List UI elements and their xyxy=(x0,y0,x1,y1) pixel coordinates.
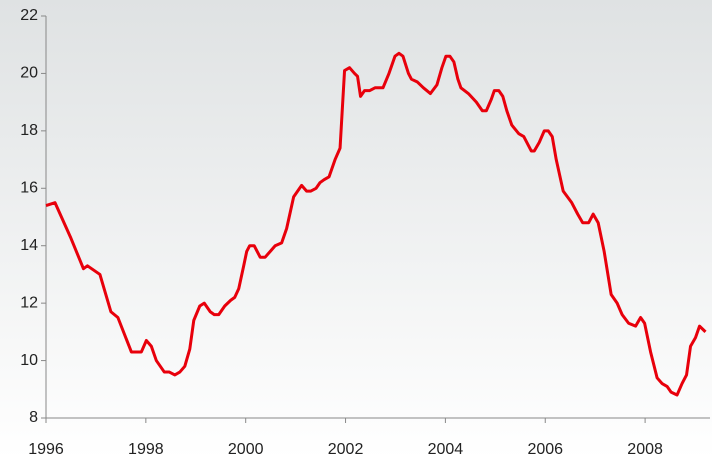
x-tick-label: 2006 xyxy=(527,441,563,458)
y-tick-label: 10 xyxy=(20,352,38,369)
line xyxy=(45,51,707,397)
y-tick-label: 14 xyxy=(20,237,38,254)
x-tick-label: 2002 xyxy=(328,441,364,458)
y-tick-label: 16 xyxy=(20,180,38,197)
x-tick-label: 1998 xyxy=(128,441,164,458)
x-tick-label: 2008 xyxy=(627,441,663,458)
y-tick-label: 12 xyxy=(20,294,38,311)
y-tick-label: 8 xyxy=(29,409,38,426)
x-tick-label: 1996 xyxy=(28,441,64,458)
y-tick-label: 22 xyxy=(20,7,38,24)
y-tick-label: 20 xyxy=(20,65,38,82)
y-tick-label: 18 xyxy=(20,122,38,139)
x-tick-label: 2004 xyxy=(428,441,464,458)
x-tick-label: 2000 xyxy=(228,441,264,458)
